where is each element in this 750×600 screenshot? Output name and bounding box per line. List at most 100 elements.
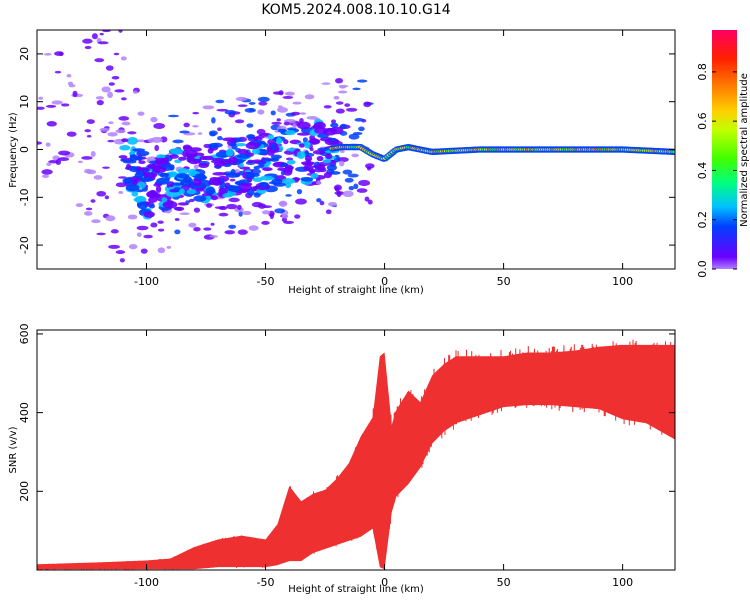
heatmap-cell [278,90,284,96]
heatmap-cell [140,177,153,182]
heatmap-cell [278,200,288,207]
heatmap-cell [107,139,115,143]
heatmap-cell [323,127,338,136]
heatmap-cell [102,18,113,24]
heatmap-cell [323,172,332,179]
heatmap-cell [292,101,302,105]
heatmap-cell [131,191,139,197]
heatmap-cell [167,114,180,118]
heatmap-cell [259,175,274,181]
heatmap-cell [271,121,282,125]
heatmap-cell [193,195,207,202]
heatmap-cell [166,190,181,198]
heatmap-cell [126,137,139,145]
heatmap-cell [237,229,248,235]
heatmap-cell [364,196,370,202]
heatmap-cell [81,156,93,160]
heatmap-cell [131,166,139,170]
heatmap-cell [209,235,219,238]
heatmap-cell [273,182,286,187]
heatmap-cell [115,182,127,188]
heatmap-cell [146,190,159,199]
heatmap-cell [212,171,227,176]
heatmap-cell [150,116,158,123]
heatmap-cell [192,125,199,128]
heatmap-cell [316,198,322,203]
heatmap-cell [161,197,168,202]
heatmap-cell [188,168,197,177]
heatmap-cell [119,258,125,263]
heatmap-cell [356,188,368,193]
heatmap-cell [222,193,233,198]
heatmap-cell [185,200,191,204]
heatmap-cell [330,122,339,128]
heatmap-cell [162,200,178,209]
heatmap-cell [193,178,202,187]
heatmap-cell [46,121,57,127]
heatmap-cell [155,193,161,198]
heatmap-cell [270,154,283,159]
heatmap-cell [36,1,47,7]
heatmap-cell [45,142,51,147]
spectrogram-x-ticks: -100 -50 0 50 100 [134,30,633,288]
heatmap-cell [228,224,237,229]
heatmap-cell [358,179,371,187]
heatmap-cell [137,111,145,116]
heatmap-cell [136,167,150,172]
heatmap-cell [330,119,337,124]
heatmap-cell [251,148,260,155]
heatmap-cell [192,111,199,115]
heatmap-cell [156,154,166,159]
heatmap-cell [253,192,261,198]
heatmap-cell [91,219,101,224]
heatmap-cell [210,159,223,164]
heatmap-cell [304,94,315,100]
heatmap-cell [93,175,103,180]
heatmap-cell [107,132,118,137]
spectrogram-x-tick-label: 50 [497,275,511,288]
heatmap-cell [249,108,254,112]
heatmap-cell [58,51,64,56]
heatmap-cell [169,148,184,155]
snr-x-tick-label: 0 [381,576,388,589]
heatmap-cell [96,232,106,236]
heatmap-cell [285,157,294,161]
heatmap-cell [234,119,245,124]
heatmap-cell [41,169,53,175]
heatmap-cell [68,5,79,11]
heatmap-cell [225,148,234,157]
heatmap-cell [236,153,250,159]
heatmap-cell [347,173,359,178]
heatmap-cell [136,232,142,237]
heatmap-cell [257,109,265,115]
heatmap-cell [171,182,183,186]
heatmap-cell [183,175,192,182]
heatmap-cell [102,166,110,169]
snr-panel: -100 -50 0 50 100 200 400 600 Height of straig… [8,323,676,595]
heatmap-cell [296,189,303,195]
heatmap-cell [216,127,222,131]
colorbar-tick-label: 0.4 [696,162,709,180]
heatmap-cell [248,101,256,105]
heatmap-cell [258,161,265,168]
heatmap-cell [322,159,332,164]
heatmap-cell [338,84,349,88]
heatmap-cell [37,141,43,145]
heatmap-cell [352,87,361,91]
heatmap-cell [334,191,345,196]
heatmap-cell [209,132,217,137]
heatmap-cell [57,157,70,162]
snr-x-tick-label: -100 [134,576,159,589]
heatmap-cell [183,122,190,128]
heatmap-cell [215,99,225,104]
heatmap-cell [356,79,368,83]
heatmap-cell [354,118,364,122]
heatmap-cell [298,143,305,148]
heatmap-cell [125,183,140,192]
heatmap-cell [168,186,175,190]
heatmap-cell [77,160,83,164]
heatmap-cell [118,191,124,195]
heatmap-cell [121,97,127,101]
heatmap-cell [218,187,228,195]
snr-y-tick-label: 600 [18,323,31,344]
